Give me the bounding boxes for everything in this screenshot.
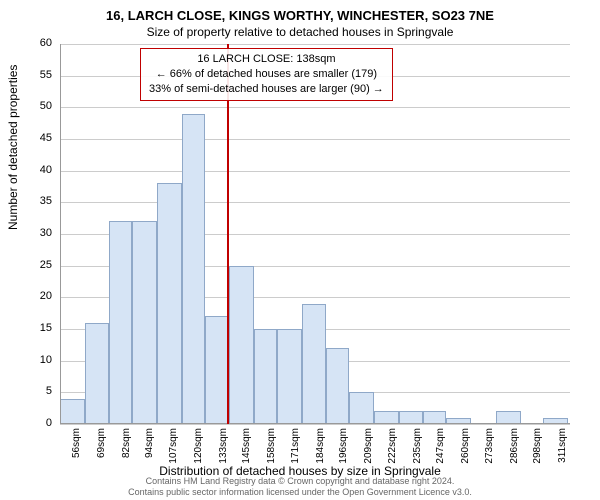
gridline (60, 424, 570, 425)
xtick-label: 145sqm (241, 428, 252, 478)
ytick-label: 5 (22, 385, 52, 397)
xtick-label: 120sqm (193, 428, 204, 478)
histogram-bar (326, 348, 349, 424)
xtick-label: 260sqm (460, 428, 471, 478)
gridline (60, 44, 570, 45)
xtick-label: 311sqm (557, 428, 568, 478)
xtick-label: 158sqm (266, 428, 277, 478)
gridline (60, 202, 570, 203)
annotation-line1: 16 LARCH CLOSE: 138sqm (149, 52, 384, 67)
annotation-box: 16 LARCH CLOSE: 138sqm ← 66% of detached… (140, 48, 393, 101)
xtick-label: 133sqm (218, 428, 229, 478)
histogram-bar (60, 399, 85, 424)
histogram-bar (132, 221, 157, 424)
chart-title: 16, LARCH CLOSE, KINGS WORTHY, WINCHESTE… (0, 0, 600, 23)
y-axis-label: Number of detached properties (6, 65, 20, 230)
xtick-label: 94sqm (144, 428, 155, 478)
histogram-bar (85, 323, 110, 424)
footer-line2: Contains public sector information licen… (0, 487, 600, 498)
xtick-label: 273sqm (484, 428, 495, 478)
annotation-line2: ← 66% of detached houses are smaller (17… (149, 67, 384, 82)
ytick-label: 55 (22, 69, 52, 81)
ytick-label: 50 (22, 100, 52, 112)
xtick-label: 222sqm (387, 428, 398, 478)
xtick-label: 247sqm (435, 428, 446, 478)
histogram-bar (277, 329, 302, 424)
histogram-bar (229, 266, 254, 424)
xtick-label: 56sqm (71, 428, 82, 478)
xtick-label: 286sqm (509, 428, 520, 478)
histogram-bar (302, 304, 327, 424)
ytick-label: 20 (22, 290, 52, 302)
xtick-label: 184sqm (315, 428, 326, 478)
ytick-label: 60 (22, 37, 52, 49)
ytick-label: 40 (22, 164, 52, 176)
gridline (60, 107, 570, 108)
xtick-label: 298sqm (532, 428, 543, 478)
xtick-label: 107sqm (168, 428, 179, 478)
y-axis-line (60, 44, 61, 424)
gridline (60, 139, 570, 140)
histogram-bar (109, 221, 132, 424)
xtick-label: 235sqm (412, 428, 423, 478)
gridline (60, 171, 570, 172)
histogram-bar (349, 392, 374, 424)
xtick-label: 82sqm (121, 428, 132, 478)
footer: Contains HM Land Registry data © Crown c… (0, 476, 600, 498)
ytick-label: 45 (22, 132, 52, 144)
xtick-label: 171sqm (290, 428, 301, 478)
xtick-label: 209sqm (363, 428, 374, 478)
ytick-label: 30 (22, 227, 52, 239)
ytick-label: 35 (22, 195, 52, 207)
xtick-label: 196sqm (338, 428, 349, 478)
histogram-bar (205, 316, 230, 424)
histogram-bar (157, 183, 182, 424)
ytick-label: 25 (22, 259, 52, 271)
histogram-bar (182, 114, 205, 424)
ytick-label: 0 (22, 417, 52, 429)
ytick-label: 15 (22, 322, 52, 334)
histogram-bar (254, 329, 277, 424)
chart-subtitle: Size of property relative to detached ho… (0, 23, 600, 39)
x-axis-line (60, 423, 570, 424)
xtick-label: 69sqm (96, 428, 107, 478)
plot-area (60, 44, 570, 424)
footer-line1: Contains HM Land Registry data © Crown c… (0, 476, 600, 487)
reference-line (227, 44, 229, 424)
annotation-line3: 33% of semi-detached houses are larger (… (149, 82, 384, 97)
chart-container: 16, LARCH CLOSE, KINGS WORTHY, WINCHESTE… (0, 0, 600, 500)
ytick-label: 10 (22, 354, 52, 366)
